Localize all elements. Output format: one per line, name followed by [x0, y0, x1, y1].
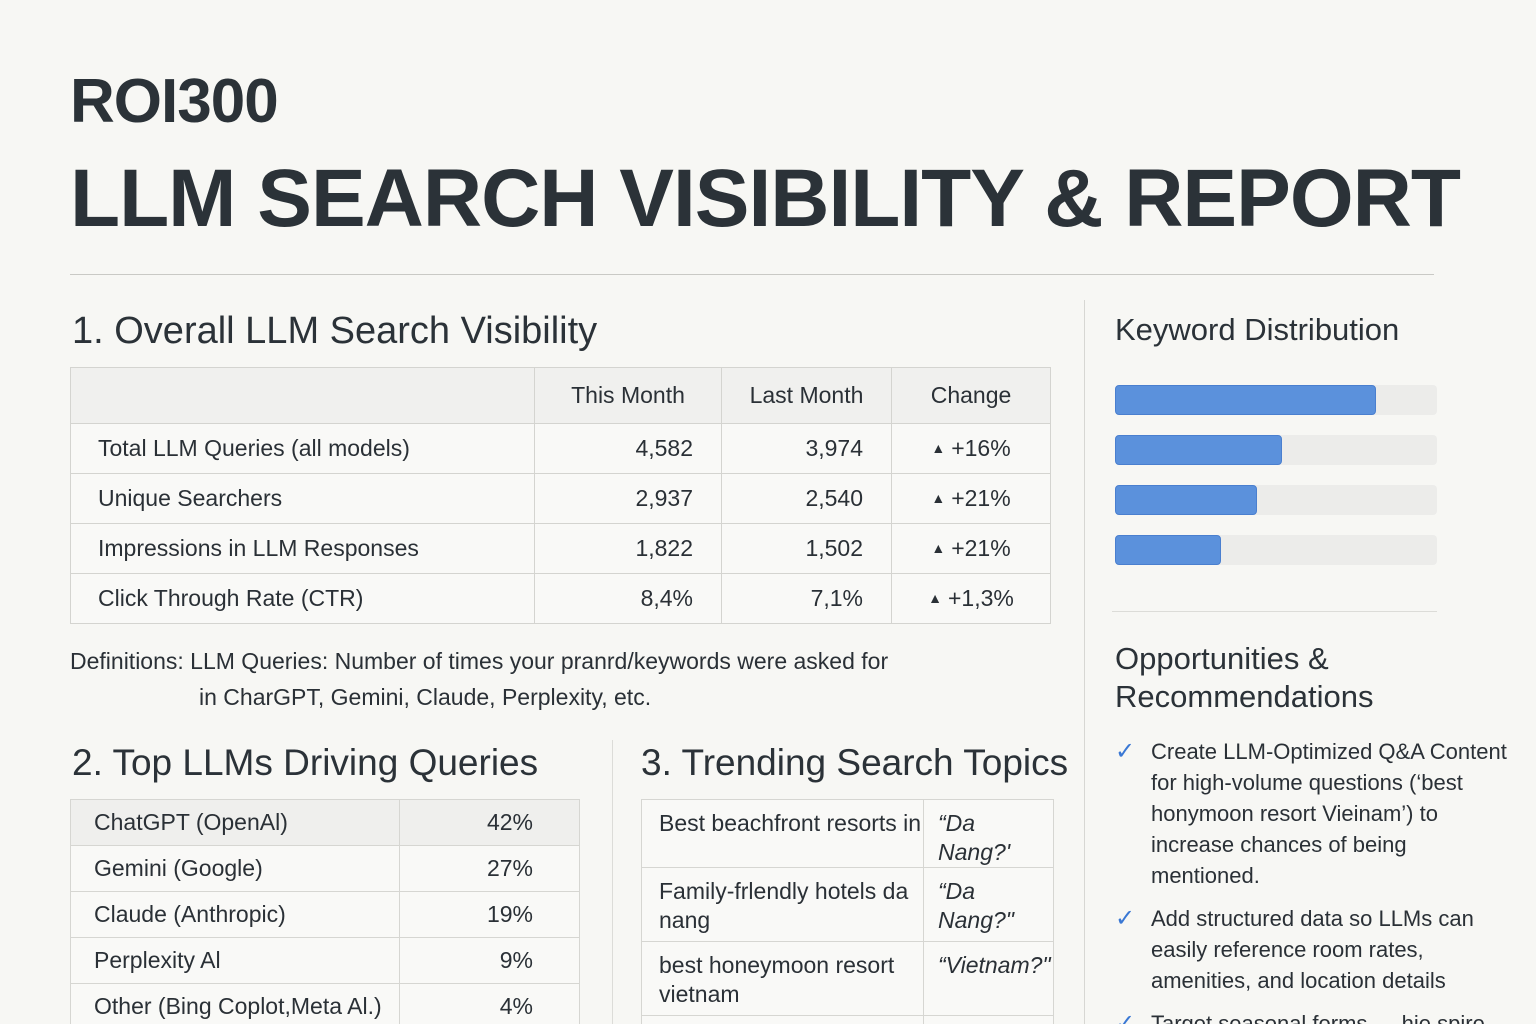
table-row: Family-frlendly hotels da nang “Da Nang?" — [641, 867, 1054, 942]
opportunities-heading: Opportunities & Recommendations — [1115, 641, 1374, 714]
column-header: This Month — [534, 367, 722, 424]
table-row: Best beachfront resorts in “Da Nang?' — [641, 799, 1054, 868]
check-icon: ✓ — [1115, 738, 1136, 765]
keyword-distribution-heading: Keyword Distribution — [1115, 312, 1400, 347]
table-row: Impressions in LLM Responses 1,822 1,502 ▲ +… — [70, 523, 1051, 574]
llm-name: Gemini (Google) — [70, 845, 400, 892]
table-row: Claude (Anthropic) 19% — [70, 891, 580, 938]
check-icon: ✓ — [1115, 905, 1136, 932]
llm-name: Perplexity Al — [70, 937, 400, 984]
section-divider — [612, 740, 613, 1024]
keyword-bar-track — [1115, 385, 1437, 415]
llm-share: 19% — [399, 891, 580, 938]
check-icon: ✓ — [1115, 1010, 1136, 1024]
this-month-value: 1,822 — [534, 523, 722, 574]
table-row: Click Through Rate (CTR) 8,4% 7,1% ▲ +1,3% — [70, 573, 1051, 624]
change-value: +1,3% — [948, 585, 1014, 611]
this-month-value: 4,582 — [534, 423, 722, 474]
recommendation-item: ✓ Create LLM-Optimized Q&A Content for hi… — [1115, 736, 1515, 891]
up-arrow-icon: ▲ — [931, 540, 946, 556]
llm-name: Other (Bing Coplot,Meta Al.) — [70, 983, 400, 1024]
keyword-bar-track — [1115, 435, 1437, 465]
definitions-note: Definitions: LLM Queries: Number of time… — [70, 643, 1050, 715]
metric-label: Total LLM Queries (all models) — [70, 423, 535, 474]
change-value: +16% — [951, 435, 1011, 461]
section1-heading: 1. Overall LLM Search Visibility — [72, 310, 598, 352]
change-value: +21% — [951, 535, 1011, 561]
last-month-value: 7,1% — [721, 573, 892, 624]
report-title: LLM SEARCH VISIBILITY & REPORT — [70, 153, 1461, 244]
topic-query: “Vietnam?" — [923, 941, 1054, 1016]
topic-text: best honeymoon resort vietnam — [641, 941, 924, 1016]
recommendation-item: ✓ Target seasonal forms — hie spire — [1115, 1008, 1515, 1024]
column-header — [70, 367, 535, 424]
table-row: Total LLM Queries (all models) 4,582 3,974… — [70, 423, 1051, 474]
column-divider — [1084, 300, 1085, 1024]
llm-name: ChatGPT (OpenAl) — [70, 799, 400, 846]
recommendation-text: Add structured data so LLMs can easily r… — [1151, 906, 1474, 993]
table-row: Gemini (Google) 27% — [70, 845, 580, 892]
table-header-row: This Month Last Month Change — [70, 367, 1051, 424]
last-month-value: 1,502 — [721, 523, 892, 574]
change-cell: ▲ +1,3% — [891, 573, 1051, 624]
keyword-bar-track — [1115, 485, 1437, 515]
last-month-value: 2,540 — [721, 473, 892, 524]
topic-text: Family-frlendly hotels da nang — [641, 867, 924, 942]
llm-share: 27% — [399, 845, 580, 892]
topic-query: 410 plon' — [923, 1015, 1054, 1024]
keyword-bar — [1115, 385, 1376, 415]
metric-label: Unique Searchers — [70, 473, 535, 524]
brand-logo-text: ROI300 — [70, 67, 279, 136]
recommendation-item: ✓ Add structured data so LLMs can easily … — [1115, 903, 1515, 996]
this-month-value: 8,4% — [534, 573, 722, 624]
keyword-distribution-chart — [1115, 385, 1437, 585]
topic-query: “Da Nang?' — [923, 799, 1054, 868]
column-header: Last Month — [721, 367, 892, 424]
header-divider — [70, 274, 1434, 275]
change-cell: ▲ +21% — [891, 473, 1051, 524]
up-arrow-icon: ▲ — [931, 440, 946, 456]
this-month-value: 2,937 — [534, 473, 722, 524]
definitions-line: Definitions: LLM Queries: Number of time… — [70, 648, 889, 674]
keyword-bar-track — [1115, 535, 1437, 565]
section3-heading: 3. Trending Search Topics — [641, 742, 1069, 783]
last-month-value: 3,974 — [721, 423, 892, 474]
keyword-bar — [1115, 435, 1283, 465]
recommendation-text: Target seasonal forms — hie spire — [1151, 1011, 1485, 1024]
section2-heading: 2. Top LLMs Driving Queries — [72, 742, 539, 783]
topic-text: or pan Pearl buffet price — [641, 1015, 924, 1024]
definitions-line: in CharGPT, Gemini, Claude, Perplexity, … — [199, 684, 652, 710]
change-cell: ▲ +21% — [891, 523, 1051, 574]
table-row: best honeymoon resort vietnam “Vietnam?" — [641, 941, 1054, 1016]
llm-share: 4% — [399, 983, 580, 1024]
topic-query: “Da Nang?" — [923, 867, 1054, 942]
topic-text: Best beachfront resorts in — [641, 799, 924, 868]
table-row: ChatGPT (OpenAl) 42% — [70, 799, 580, 846]
llm-share: 42% — [399, 799, 580, 846]
sidebar-divider — [1112, 611, 1437, 612]
metric-label: Click Through Rate (CTR) — [70, 573, 535, 624]
table-row: Unique Searchers 2,937 2,540 ▲ +21% — [70, 473, 1051, 524]
recommendation-text: Create LLM-Optimized Q&A Content for hig… — [1151, 739, 1507, 888]
trending-topics-table: Best beachfront resorts in “Da Nang?' Fami… — [641, 799, 1054, 1024]
llm-share: 9% — [399, 937, 580, 984]
visibility-table: This Month Last Month Change Total LLM Q… — [70, 367, 1051, 624]
change-value: +21% — [951, 485, 1011, 511]
change-cell: ▲ +16% — [891, 423, 1051, 474]
up-arrow-icon: ▲ — [928, 590, 942, 606]
llm-name: Claude (Anthropic) — [70, 891, 400, 938]
recommendations-list: ✓ Create LLM-Optimized Q&A Content for hi… — [1115, 736, 1515, 1024]
table-row: or pan Pearl buffet price410 plon' — [641, 1015, 1054, 1024]
up-arrow-icon: ▲ — [931, 490, 946, 506]
keyword-bar — [1115, 535, 1222, 565]
top-llms-table: ChatGPT (OpenAl) 42% Gemini (Google) 27% Cla… — [70, 799, 580, 1024]
table-row: Perplexity Al 9% — [70, 937, 580, 984]
metric-label: Impressions in LLM Responses — [70, 523, 535, 574]
table-row: Other (Bing Coplot,Meta Al.) 4% — [70, 983, 580, 1024]
column-header: Change — [891, 367, 1051, 424]
keyword-bar — [1115, 485, 1257, 515]
